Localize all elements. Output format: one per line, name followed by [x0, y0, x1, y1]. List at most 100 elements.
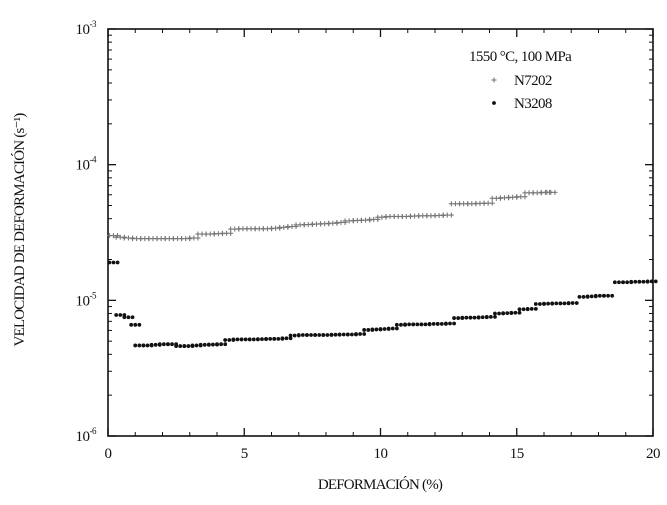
legend-marker-n7202	[491, 77, 497, 83]
y-tick-label: 10-3	[76, 19, 97, 38]
data-point	[581, 295, 586, 299]
data-point	[427, 322, 432, 326]
data-point	[366, 328, 371, 332]
data-point	[546, 301, 550, 306]
y-tick-label: 10-4	[76, 155, 97, 174]
data-point	[525, 306, 530, 311]
data-point	[239, 337, 244, 342]
data-point	[558, 301, 563, 306]
data-point	[431, 322, 436, 326]
data-point	[505, 311, 510, 316]
data-point	[394, 326, 399, 331]
data-point	[612, 280, 617, 285]
data-point	[137, 343, 142, 348]
data-point	[133, 343, 138, 348]
data-point	[228, 230, 234, 236]
data-point	[276, 336, 281, 341]
data-point	[629, 279, 634, 284]
x-tick-label: 20	[646, 446, 660, 462]
data-point	[439, 322, 444, 326]
data-point	[448, 321, 452, 326]
data-point	[637, 279, 642, 284]
legend: 1550 °C, 100 MPa N7202 N3208	[469, 49, 573, 112]
data-point	[649, 279, 654, 284]
data-point	[129, 322, 134, 327]
data-point	[243, 337, 248, 342]
data-point	[552, 189, 558, 195]
series-n7202	[106, 189, 558, 242]
data-point	[480, 315, 485, 320]
y-tick-exponent: -3	[90, 19, 97, 29]
data-point	[288, 333, 293, 338]
plot-frame	[107, 28, 654, 437]
y-tick-base: 10	[76, 158, 90, 174]
data-point	[423, 322, 428, 327]
data-point	[309, 333, 313, 337]
data-point	[645, 279, 650, 284]
data-point	[166, 342, 170, 347]
data-point	[411, 322, 416, 327]
data-point	[126, 315, 131, 320]
data-point	[625, 280, 630, 285]
data-point	[394, 322, 399, 327]
data-point	[370, 327, 375, 332]
data-point	[141, 343, 146, 348]
data-point	[493, 314, 497, 319]
data-point	[476, 315, 481, 320]
series-layer	[106, 189, 658, 348]
data-point	[574, 301, 579, 305]
x-tick-label: 15	[510, 446, 524, 462]
data-point	[386, 326, 391, 331]
data-point	[268, 336, 273, 341]
data-point	[186, 344, 191, 348]
data-point	[219, 342, 224, 347]
data-point	[484, 314, 489, 319]
data-point	[641, 279, 646, 284]
data-point	[501, 311, 506, 316]
data-point	[513, 310, 518, 315]
data-point	[153, 342, 158, 347]
data-point	[460, 315, 465, 320]
data-point	[566, 301, 571, 305]
data-point	[145, 343, 150, 348]
data-point	[161, 342, 166, 347]
data-point	[115, 260, 120, 265]
data-point	[317, 333, 322, 337]
data-point	[170, 342, 174, 347]
data-point	[178, 344, 183, 348]
data-point	[280, 336, 285, 341]
data-point	[602, 293, 606, 298]
data-point	[444, 321, 448, 326]
data-point	[399, 322, 403, 327]
data-point	[107, 260, 112, 265]
data-point	[211, 342, 215, 347]
data-point	[407, 322, 412, 327]
data-point	[606, 293, 610, 298]
data-point	[255, 337, 260, 341]
data-point	[493, 311, 497, 316]
data-point	[114, 313, 119, 317]
data-point	[390, 326, 395, 331]
y-tick-base: 10	[76, 293, 90, 309]
y-tick-label: 10-6	[76, 426, 97, 445]
data-point	[452, 321, 456, 326]
y-axis-title: VELOCIDAD DE DEFORMACIÓN (s⁻¹)	[11, 113, 28, 347]
data-point	[206, 342, 211, 347]
data-point	[533, 302, 538, 306]
data-point	[593, 293, 598, 298]
data-point	[296, 333, 301, 337]
data-point	[419, 322, 424, 327]
data-point	[550, 301, 555, 306]
y-tick-base: 10	[76, 22, 90, 38]
y-tick-exponent: -5	[90, 290, 97, 300]
data-point	[264, 336, 268, 341]
data-point	[488, 314, 493, 319]
data-point	[456, 316, 461, 320]
series-n3208	[107, 260, 658, 348]
data-point	[354, 332, 358, 336]
data-point	[362, 332, 367, 336]
legend-label-n7202: N7202	[514, 73, 552, 89]
data-point	[358, 332, 362, 336]
x-axis-title: DEFORMACIÓN (%)	[318, 476, 443, 493]
